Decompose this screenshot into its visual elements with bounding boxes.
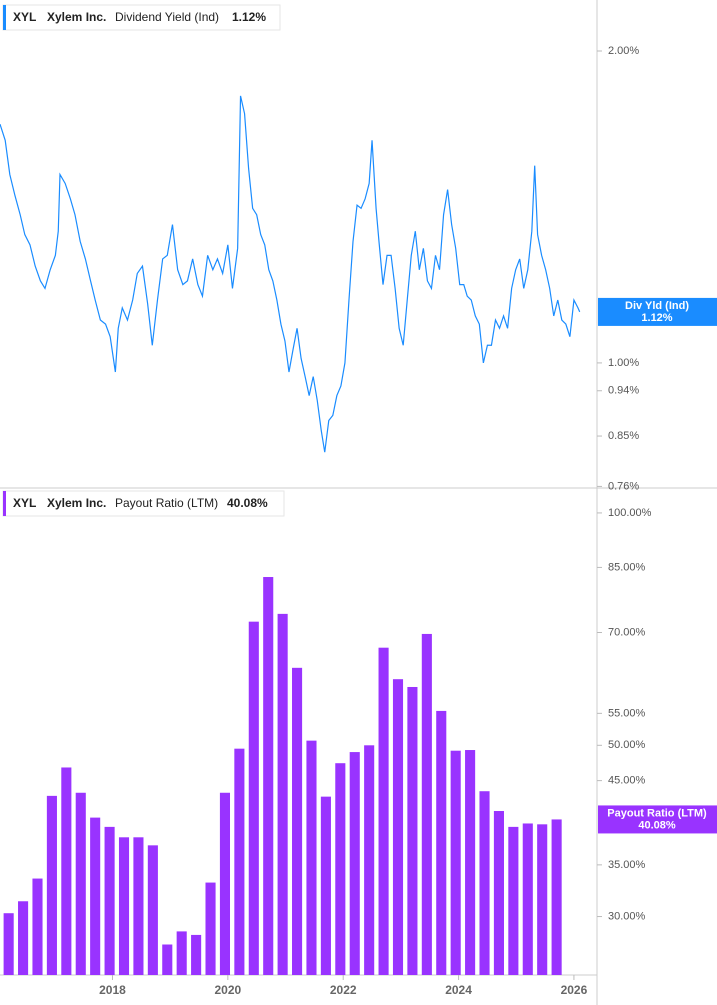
y-tick-label: 0.76% <box>608 480 639 492</box>
value-tag <box>598 805 717 834</box>
bar <box>508 826 519 975</box>
bar <box>219 792 231 975</box>
bar <box>421 633 432 975</box>
bar <box>551 819 562 975</box>
bar <box>90 817 101 975</box>
bar <box>248 621 259 975</box>
legend: XYL Xylem Inc. Dividend Yield (Ind) 1.12… <box>2 4 281 31</box>
bar <box>522 823 533 975</box>
legend-label: Dividend Yield (Ind) <box>115 10 219 24</box>
bar <box>277 613 288 975</box>
x-tick-label: 2024 <box>445 983 472 997</box>
bar <box>104 826 115 975</box>
y-tick-label: 85.00% <box>608 561 646 573</box>
y-tick-label: 70.00% <box>608 626 646 638</box>
bar <box>61 767 72 975</box>
bar <box>75 792 86 975</box>
company: Xylem Inc. <box>47 10 106 24</box>
bar <box>407 686 418 975</box>
legend-value: 40.08% <box>227 496 268 510</box>
bar <box>364 745 375 975</box>
legend-swatch <box>3 5 6 30</box>
y-tick-label: 55.00% <box>608 707 646 719</box>
ticker: XYL <box>13 10 36 24</box>
bar <box>450 750 461 975</box>
bar <box>263 577 274 975</box>
bar <box>306 740 317 975</box>
y-tick-label: 50.00% <box>608 739 646 751</box>
bar <box>493 811 504 975</box>
bar <box>32 878 43 975</box>
legend-box <box>2 490 285 517</box>
x-tick-label: 2026 <box>561 983 588 997</box>
bar <box>378 647 389 975</box>
bar <box>118 837 130 975</box>
x-tick-label: 2022 <box>330 983 357 997</box>
bar <box>191 934 202 975</box>
legend-value: 1.12% <box>232 10 266 24</box>
bar <box>3 913 14 975</box>
legend-swatch <box>3 491 6 516</box>
x-tick-label: 2020 <box>214 983 241 997</box>
bar <box>133 837 144 975</box>
bar <box>465 750 476 975</box>
y-tick-label: 0.94% <box>608 385 639 397</box>
y-tick-label: 45.00% <box>608 775 646 787</box>
y-tick-label: 2.00% <box>608 45 639 57</box>
bar <box>234 748 245 975</box>
bar <box>320 796 331 975</box>
value-tag-label: 40.08% <box>638 819 676 831</box>
bar <box>205 882 216 975</box>
bar <box>46 795 57 975</box>
ticker: XYL <box>13 496 36 510</box>
bar <box>392 679 404 975</box>
legend-label: Payout Ratio (LTM) <box>115 496 218 510</box>
y-tick-label: 0.85% <box>608 430 639 442</box>
value-tag-label: 1.12% <box>641 312 672 324</box>
bar <box>537 824 548 975</box>
bar <box>335 763 346 975</box>
y-tick-label: 30.00% <box>608 910 646 922</box>
bar <box>18 901 29 975</box>
bar <box>292 667 303 975</box>
bar <box>436 710 447 975</box>
y-tick-label: 1.00% <box>608 357 639 369</box>
legend-box <box>2 4 281 31</box>
bar <box>162 944 173 975</box>
bar <box>479 791 490 975</box>
bar <box>176 931 187 975</box>
y-tick-label: 35.00% <box>608 859 646 871</box>
value-tag <box>598 297 717 326</box>
x-tick-label: 2018 <box>99 983 126 997</box>
legend: XYL Xylem Inc. Payout Ratio (LTM) 40.08% <box>2 490 285 517</box>
bar <box>349 752 360 975</box>
value-tag-name: Payout Ratio (LTM) <box>607 807 707 819</box>
y-tick-label: 100.00% <box>608 507 652 519</box>
bar <box>147 845 158 975</box>
line <box>0 95 581 453</box>
company: Xylem Inc. <box>47 496 106 510</box>
value-tag-name: Div Yld (Ind) <box>625 300 689 312</box>
